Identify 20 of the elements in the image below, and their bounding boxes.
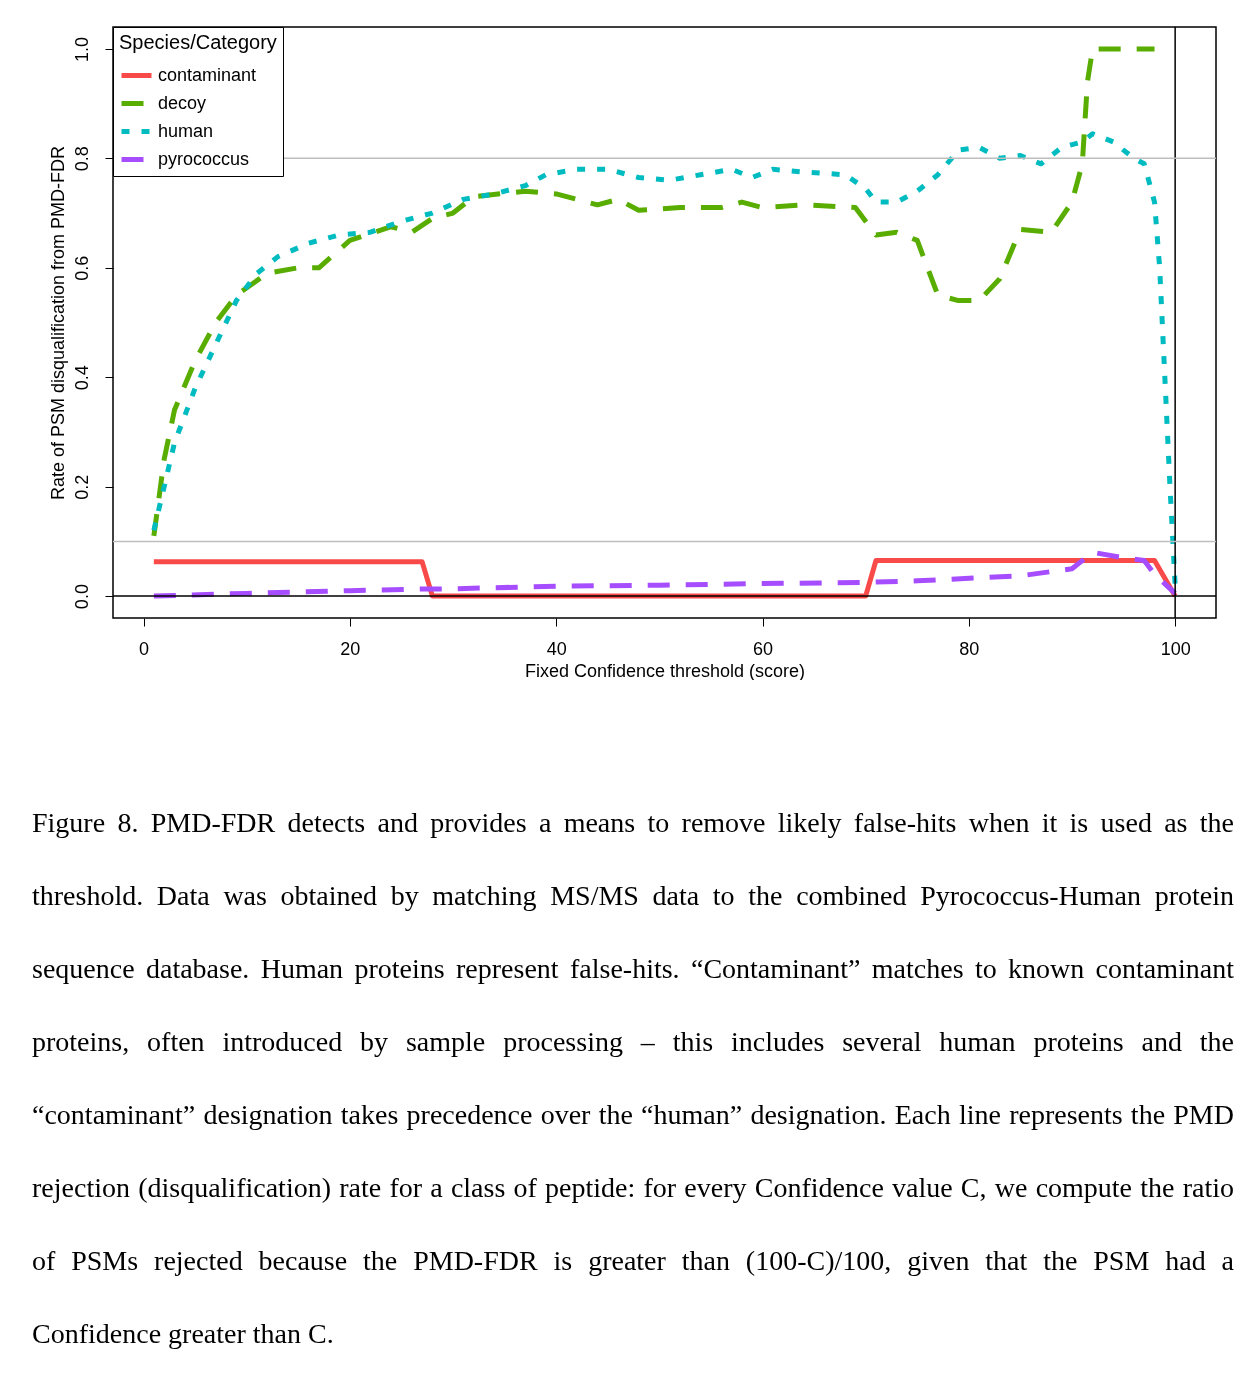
text: Figure 8. PMD-FDR detects and provides a means to remove likely false-hits when it is used as the threshold. Data was obtained by matching MS/MS data to the combined Pyrococcus-Human protein sequence database. Human proteins represent false-hits. “Contaminant” matches to known contaminant proteins, often introduced by sample processing – this includes several human proteins and the “contaminant” designation takes precedence over the “human” designation. Each line represents the PMD rejection (disqualification) rate for a class of peptide: for every Confidence value C, we compute the ratio of PSMs rejected because the PMD-FDR is greater than (100-C)/100, given that the PSM had a Confidence greater than C. — [32, 807, 1234, 1349]
x-tick-label: 80 — [959, 638, 980, 659]
legend-label: contaminant — [158, 64, 257, 85]
x-tick-label: 0 — [139, 638, 150, 659]
y-tick-label: 0.6 — [71, 255, 92, 281]
x-tick-label: 100 — [1160, 638, 1191, 659]
y-tick-label: 0.4 — [71, 365, 92, 391]
x-tick-label: 20 — [340, 638, 361, 659]
legend-label: human — [158, 120, 214, 141]
y-tick-label: 1.0 — [71, 36, 92, 62]
y-tick-label: 0.0 — [71, 584, 92, 610]
legend-title: Species/Category — [119, 31, 277, 53]
y-axis-title: Rate of PSM disqualification from PMD-FDR — [47, 145, 68, 501]
legend-label: pyrococcus — [158, 148, 250, 169]
legend-label: decoy — [158, 92, 207, 113]
y-tick-label: 0.8 — [71, 146, 92, 172]
x-tick-label: 60 — [752, 638, 774, 659]
x-tick-label: 40 — [546, 638, 567, 659]
x-axis-title: Fixed Confidence threshold (score) — [524, 660, 806, 681]
y-tick-label: 0.2 — [71, 474, 92, 500]
